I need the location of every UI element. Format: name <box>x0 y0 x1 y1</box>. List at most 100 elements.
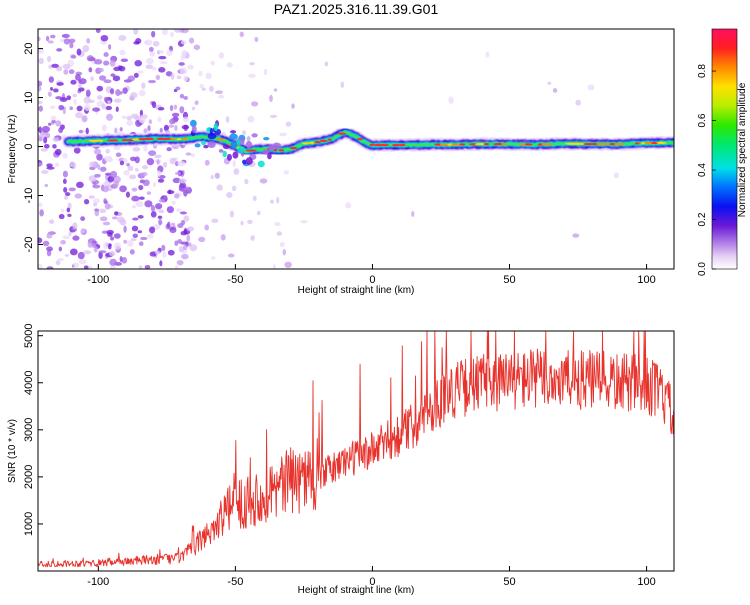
spectrogram-noise-blob <box>220 234 226 241</box>
spectrogram-noise-blob <box>231 185 237 192</box>
spectrogram-hotspot <box>434 143 443 146</box>
spectrogram-y-tick-label: 10 <box>23 91 35 103</box>
spectrogram-noise-blob <box>41 170 49 174</box>
spectrogram-noise-blob <box>78 83 82 88</box>
spectrogram-noise-blob <box>276 231 283 236</box>
spectrogram-hotspot <box>541 143 553 146</box>
spectrogram-noise-blob <box>248 73 256 78</box>
spectrogram-hotspot <box>604 143 611 146</box>
spectrogram-hotspot <box>501 143 508 146</box>
spectrogram-noise-blob <box>81 115 88 123</box>
spectrogram-hotspot <box>143 137 155 141</box>
spectrogram-noise-blob <box>273 88 278 92</box>
spectrogram-noise-blob <box>127 75 135 82</box>
spectrogram-noise-blob <box>167 249 175 256</box>
spectrogram-hotspot <box>314 141 322 144</box>
spectrogram-noise-blob <box>145 64 154 70</box>
spectrogram-noise-blob <box>109 265 117 269</box>
spectrogram-noise-blob <box>132 217 139 221</box>
spectrogram-hotspot <box>592 143 598 146</box>
spectrogram-noise-blob <box>83 250 92 255</box>
spectrogram-noise-blob <box>41 125 50 133</box>
spectrogram-noise <box>38 29 620 269</box>
spectrogram-noise-blob <box>62 170 68 178</box>
spectrogram-noise-blob <box>54 148 62 156</box>
spectrogram-hotspot <box>613 143 625 146</box>
spectrogram-x-tick-label: 50 <box>503 274 515 286</box>
spectrogram-noise-blob <box>70 79 77 85</box>
spectrogram-noise-blob <box>69 161 77 168</box>
spectrogram-blob <box>194 143 201 148</box>
spectrogram-noise-blob <box>107 157 113 163</box>
spectrogram-noise-blob <box>119 255 123 262</box>
spectrogram-noise-blob <box>57 258 64 262</box>
spectrogram-noise-blob <box>109 88 115 95</box>
colorbar-tick-label: 0.0 <box>697 262 708 276</box>
spectrogram-noise-blob <box>70 55 77 59</box>
spectrogram-y-ticks: -20 -10 0 10 20 <box>23 42 43 252</box>
spectrogram-noise-blob <box>279 132 287 137</box>
spectrogram-noise-blob <box>68 69 75 75</box>
spectrogram-noise-blob <box>177 238 183 244</box>
spectrogram-blob <box>226 153 232 161</box>
chart-title: PAZ1.2025.316.11.39.G01 <box>274 1 439 17</box>
spectrogram-noise-blob <box>93 245 98 253</box>
spectrogram-noise-blob <box>54 162 60 167</box>
spectrogram-noise-blob <box>143 128 148 134</box>
spectrogram-noise-blob <box>83 198 90 205</box>
spectrogram-x-axis-label: Height of straight line (km) <box>298 285 415 296</box>
spectrogram-noise-blob <box>269 114 278 118</box>
spectrogram-noise-blob <box>83 265 89 269</box>
spectrogram-noise-blob <box>48 219 55 224</box>
spectrogram-noise-blob <box>78 130 83 134</box>
spectrogram-noise-blob <box>141 82 146 89</box>
spectrogram-noise-blob <box>94 58 103 65</box>
spectrogram-hotspot <box>106 139 119 142</box>
spectrogram-noise-blob <box>122 87 128 94</box>
spectrogram-blob <box>262 149 270 155</box>
spectrogram-noise-blob <box>279 241 285 248</box>
spectrogram-noise-blob <box>157 178 165 183</box>
spectrogram-noise-blob <box>138 89 146 97</box>
spectrogram-noise-blob <box>90 76 94 82</box>
spectrogram-noise-blob <box>105 105 113 111</box>
colorbar-label: Normalized spectral amplitude <box>737 82 748 217</box>
spectrogram-noise-blob <box>204 159 210 166</box>
spectrogram-noise-blob <box>38 36 41 42</box>
spectrogram-noise-blob <box>64 253 70 257</box>
spectrogram-ridge <box>62 125 674 159</box>
snr-x-axis-label: Height of straight line (km) <box>298 585 415 596</box>
spectrogram-noise-blob <box>131 225 139 232</box>
spectrogram-noise-blob <box>103 96 109 103</box>
snr-marks <box>38 331 674 568</box>
spectrogram-noise-blob <box>575 99 581 106</box>
spectrogram-noise-blob <box>76 48 82 56</box>
spectrogram-noise-blob <box>84 104 91 111</box>
spectrogram-blob <box>229 133 238 140</box>
snr-series-line <box>38 331 674 568</box>
spectrogram-noise-blob <box>62 63 71 70</box>
spectrogram-hotspot <box>308 141 315 144</box>
spectrogram-blob <box>232 151 239 159</box>
spectrogram-noise-blob <box>158 49 165 54</box>
spectrogram-noise-blob <box>38 263 43 269</box>
spectrogram-noise-blob <box>103 60 110 66</box>
snr-x-tick-label: 0 <box>369 576 375 588</box>
spectrogram-noise-blob <box>175 86 181 91</box>
spectrogram-noise-blob <box>138 184 144 191</box>
spectrogram-noise-blob <box>169 105 174 112</box>
spectrogram-hotspot <box>439 143 449 146</box>
spectrogram-noise-blob <box>613 172 620 179</box>
spectrogram-noise-blob <box>211 256 216 260</box>
spectrogram-noise-blob <box>85 89 91 97</box>
spectrogram-noise-blob <box>69 248 78 256</box>
spectrogram-noise-blob <box>52 88 59 93</box>
spectrogram-noise-blob <box>448 96 454 104</box>
spectrogram-noise-blob <box>225 116 230 123</box>
spectrogram-noise-blob <box>88 175 97 182</box>
spectrogram-blob <box>191 125 197 133</box>
spectrogram-noise-blob <box>38 57 44 65</box>
spectrogram-noise-blob <box>345 202 352 209</box>
spectrogram-noise-blob <box>58 246 63 252</box>
spectrogram-noise-blob <box>62 178 67 184</box>
